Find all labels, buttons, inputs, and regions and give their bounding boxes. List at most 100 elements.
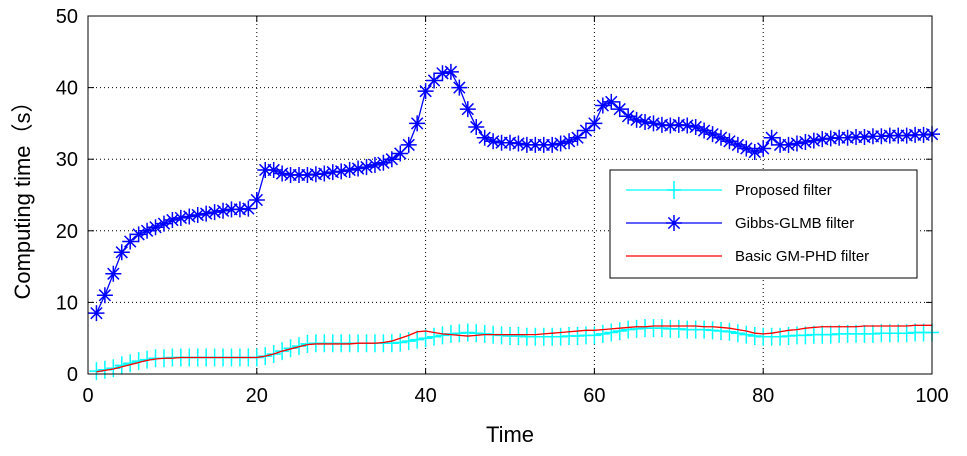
data-point (257, 161, 274, 178)
data-point (434, 65, 451, 82)
y-tick-label: 30 (56, 149, 78, 171)
data-point (552, 135, 569, 152)
data-point (620, 108, 637, 125)
data-point (722, 322, 737, 341)
data-point (881, 127, 898, 144)
data-point (780, 136, 797, 153)
data-point (915, 126, 932, 143)
data-point (729, 136, 746, 153)
plot-frame (87, 15, 933, 375)
data-point (527, 136, 544, 153)
data-point (333, 163, 350, 180)
data-point (181, 208, 198, 225)
data-point (231, 201, 248, 218)
data-point (704, 126, 721, 143)
data-point (535, 136, 552, 153)
data-point (105, 265, 122, 282)
data-point (645, 115, 662, 132)
data-point (96, 287, 113, 304)
data-point (670, 116, 687, 133)
data-point (502, 134, 518, 151)
data-point (864, 128, 881, 145)
data-point (653, 116, 670, 133)
series-line (96, 324, 932, 373)
data-point (696, 122, 713, 139)
data-point (604, 323, 619, 342)
data-point (426, 72, 443, 89)
data-point (485, 133, 502, 150)
data-point (341, 161, 358, 178)
data-point (628, 111, 645, 128)
y-tick-label: 10 (56, 292, 78, 314)
data-point (198, 205, 215, 222)
data-point (282, 166, 299, 183)
data-point (561, 133, 578, 150)
data-point (451, 79, 468, 96)
data-point (544, 136, 561, 153)
data-point (637, 113, 654, 130)
data-point (240, 200, 257, 217)
data-point (265, 161, 282, 178)
data-point (586, 115, 603, 132)
data-point (763, 129, 780, 146)
data-point (427, 327, 442, 346)
data-point (435, 326, 450, 345)
x-tick-label: 100 (915, 385, 948, 407)
data-point (831, 129, 848, 146)
data-point (611, 101, 628, 118)
data-point (518, 136, 535, 153)
data-point (400, 136, 417, 153)
data-point (189, 207, 206, 224)
data-point (417, 83, 434, 100)
data-point (442, 63, 459, 80)
x-tick-label: 0 (82, 385, 93, 407)
legend-label: Proposed filter (735, 182, 832, 199)
data-point (392, 145, 409, 162)
data-point (291, 166, 307, 183)
y-tick-label: 50 (56, 6, 78, 28)
data-point (113, 244, 130, 261)
data-point (738, 140, 755, 157)
data-point (755, 140, 772, 157)
data-point (274, 165, 291, 182)
data-point (848, 129, 865, 146)
data-point (814, 131, 831, 148)
legend-marker (666, 215, 682, 231)
data-point (772, 136, 789, 153)
legend: Proposed filter Gibbs-GLMB filter Basic GM… (609, 169, 918, 279)
data-point (130, 226, 147, 243)
x-tick-label: 20 (246, 385, 268, 407)
grid-lines (88, 16, 932, 374)
data-point (409, 115, 426, 132)
data-point (662, 117, 679, 134)
data-point (122, 233, 139, 250)
y-tick-label: 0 (67, 364, 78, 386)
axis-ticks: 0 20 40 60 80 100 0 10 20 30 40 50 (56, 6, 949, 407)
data-point (587, 326, 602, 345)
data-point (215, 202, 232, 219)
data-point (907, 126, 924, 143)
data-point (594, 97, 611, 114)
data-point (307, 166, 324, 183)
data-point (713, 129, 729, 146)
data-point (856, 129, 873, 146)
data-point (316, 165, 333, 182)
y-tick-label: 20 (56, 221, 78, 243)
data-point (730, 324, 745, 343)
legend-label: Basic GM-PHD filter (735, 248, 869, 265)
data-point (172, 209, 189, 226)
data-point (366, 156, 383, 173)
data-point (739, 325, 754, 344)
y-tick-label: 40 (56, 78, 78, 100)
data-point (612, 322, 627, 341)
data-point (788, 135, 805, 152)
data-point (595, 324, 610, 343)
data-point (248, 192, 265, 209)
y-axis-label: Computing time（s） (10, 90, 35, 299)
data-point (890, 127, 907, 144)
data-point (350, 160, 367, 177)
data-point (839, 129, 856, 146)
data-point (375, 154, 392, 171)
data-point (468, 118, 485, 135)
